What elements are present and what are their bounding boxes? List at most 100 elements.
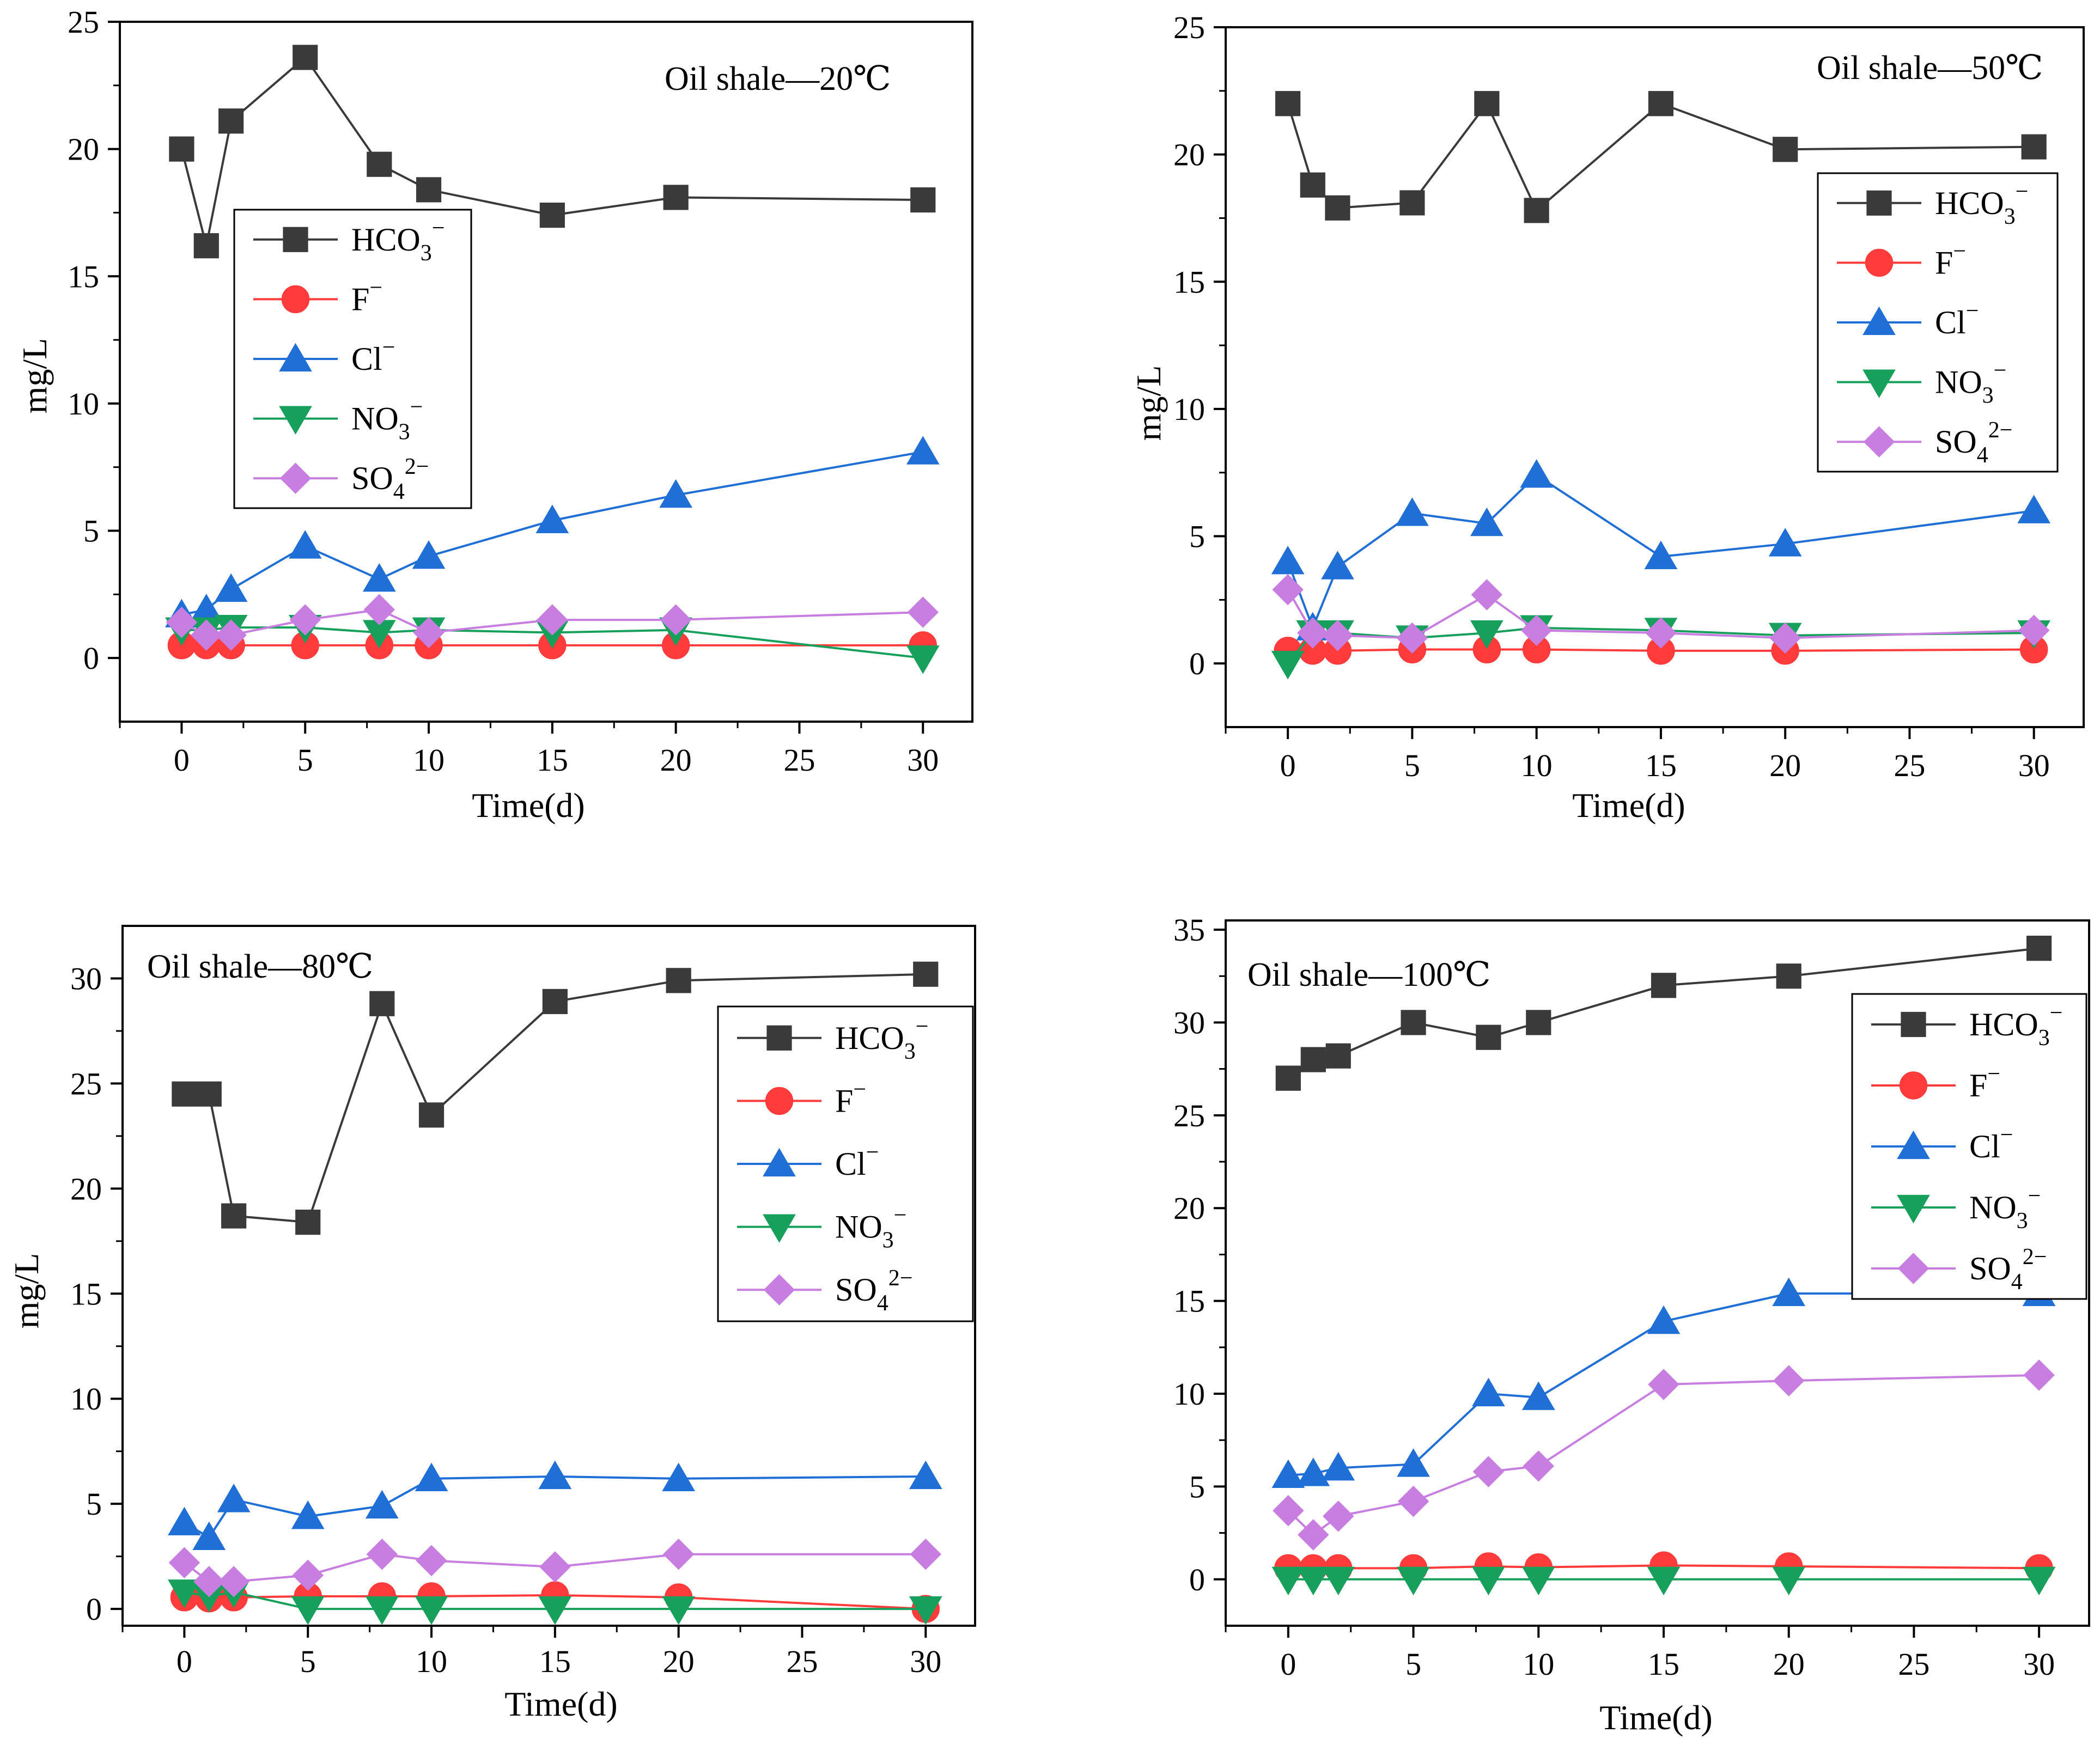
data-point-hco xyxy=(666,968,691,993)
data-point-hco xyxy=(1275,91,1301,117)
legend-entry-no: NO3− xyxy=(351,395,423,445)
data-point-so xyxy=(413,617,445,649)
data-point-cl xyxy=(288,530,322,559)
data-point-no xyxy=(1470,620,1504,649)
y-tick-label: 5 xyxy=(1189,1469,1205,1504)
x-tick-label: 0 xyxy=(176,1644,192,1679)
data-point-cl xyxy=(1768,528,1802,557)
y-tick-label: 15 xyxy=(1173,264,1205,300)
x-tick-label: 10 xyxy=(416,1644,447,1679)
legend-marker xyxy=(1866,190,1892,216)
data-point-so xyxy=(910,1539,941,1570)
y-tick-label: 25 xyxy=(1173,1098,1205,1133)
data-point-cl xyxy=(1470,507,1504,536)
legend-entry-cl: Cl− xyxy=(1935,298,1979,340)
plot-frame xyxy=(1225,26,2085,728)
data-point-cl xyxy=(415,1462,448,1491)
data-point-no xyxy=(1772,1566,1806,1596)
data-point-no xyxy=(1647,1566,1681,1596)
y-tick-label: 10 xyxy=(68,386,99,422)
data-point-cl xyxy=(1520,459,1553,488)
y-tick-label: 15 xyxy=(1173,1284,1205,1319)
y-tick-label: 20 xyxy=(1173,137,1205,173)
data-point-hco xyxy=(1275,1065,1301,1091)
y-tick-label: 25 xyxy=(70,1066,102,1101)
data-point-hco xyxy=(1300,172,1325,198)
data-point-no xyxy=(1322,1566,1355,1596)
data-point-no xyxy=(365,1596,399,1625)
data-point-hco xyxy=(295,1209,321,1235)
data-point-hco xyxy=(172,1081,197,1107)
x-tick-label: 20 xyxy=(1769,748,1801,783)
data-point-hco xyxy=(2026,936,2052,961)
data-point-hco xyxy=(193,233,219,259)
data-point-so xyxy=(1273,1494,1304,1527)
data-point-cl xyxy=(906,436,940,465)
y-tick-label: 0 xyxy=(1189,1562,1205,1597)
x-tick-label: 15 xyxy=(1645,748,1677,783)
data-point-hco xyxy=(218,108,244,134)
data-point-hco xyxy=(1300,1047,1326,1072)
legend-marker xyxy=(1897,1194,1930,1224)
data-point-so xyxy=(907,596,939,628)
legend-entry-no: NO3− xyxy=(835,1203,906,1253)
data-point-so xyxy=(363,594,395,626)
data-point-hco xyxy=(2021,134,2047,160)
chart-title: Oil shale—100℃ xyxy=(1247,956,1490,993)
data-point-hco xyxy=(1399,190,1425,216)
legend-marker xyxy=(766,1025,792,1051)
data-point-cl xyxy=(1521,1381,1555,1410)
data-point-hco xyxy=(1524,198,1549,223)
x-tick-label: 25 xyxy=(783,742,815,778)
data-point-so xyxy=(416,1545,447,1577)
data-point-so xyxy=(168,1547,200,1578)
x-tick-label: 15 xyxy=(539,1644,571,1679)
data-point-so xyxy=(1471,579,1503,611)
data-point-hco xyxy=(1325,195,1350,221)
data-point-so xyxy=(1397,1485,1429,1517)
y-tick-label: 0 xyxy=(86,1591,102,1627)
y-tick-label: 20 xyxy=(1173,1191,1205,1226)
data-point-so xyxy=(1322,620,1354,651)
x-tick-label: 15 xyxy=(537,742,568,778)
chart-panel-3: 0 5 10 15 20 25 30 0 5 10 15 20 25 30 Time(d) mg/L Oil s… xyxy=(7,925,976,1723)
data-point-no xyxy=(1397,1566,1430,1596)
data-point-cl xyxy=(217,1484,251,1512)
data-point-hco xyxy=(1401,1010,1426,1035)
y-axis-label: mg/L xyxy=(15,338,54,414)
x-axis-label: Time(d) xyxy=(504,1685,617,1723)
data-point-cl xyxy=(1647,1305,1681,1334)
data-point-hco xyxy=(169,136,194,162)
data-point-so xyxy=(1298,1519,1329,1551)
data-point-cl xyxy=(1397,1448,1430,1477)
data-point-cl xyxy=(538,1460,572,1490)
x-tick-label: 25 xyxy=(786,1644,818,1679)
chart-panel-2: 0 5 10 15 20 25 0 5 10 15 20 25 30 Time(d) mg/L Oil sha… xyxy=(1129,10,2085,825)
data-point-hco xyxy=(1776,963,1801,989)
data-point-no xyxy=(662,1596,695,1625)
legend-marker xyxy=(279,343,312,372)
y-tick-label: 10 xyxy=(1173,1376,1205,1412)
data-point-no xyxy=(1296,1566,1330,1596)
legend-marker xyxy=(1897,1130,1930,1160)
x-tick-label: 5 xyxy=(300,1644,316,1679)
x-tick-label: 15 xyxy=(1648,1646,1679,1682)
legend-entry-so: SO42− xyxy=(835,1266,912,1316)
data-point-so xyxy=(660,604,692,636)
legend-marker xyxy=(1865,248,1894,277)
data-point-hco xyxy=(663,185,689,210)
data-point-no xyxy=(2022,1566,2056,1596)
x-axis-label: Time(d) xyxy=(472,786,585,825)
y-axis-label: mg/L xyxy=(1129,365,1168,441)
data-point-cl xyxy=(1321,551,1354,579)
legend-entry-so: SO42− xyxy=(1935,418,2012,468)
data-point-no xyxy=(1271,651,1305,680)
data-point-hco xyxy=(1325,1043,1351,1069)
data-point-cl xyxy=(659,479,692,508)
legend-entry-hco: HCO3− xyxy=(835,1014,928,1064)
chart-panel-1: 0 5 10 15 20 25 0 5 10 15 20 25 30 Time(d) mg/L Oil sha… xyxy=(15,4,973,825)
data-point-hco xyxy=(418,1102,445,1128)
y-tick-label: 10 xyxy=(1173,392,1205,427)
y-tick-label: 35 xyxy=(1173,912,1205,948)
data-point-hco xyxy=(367,151,392,177)
